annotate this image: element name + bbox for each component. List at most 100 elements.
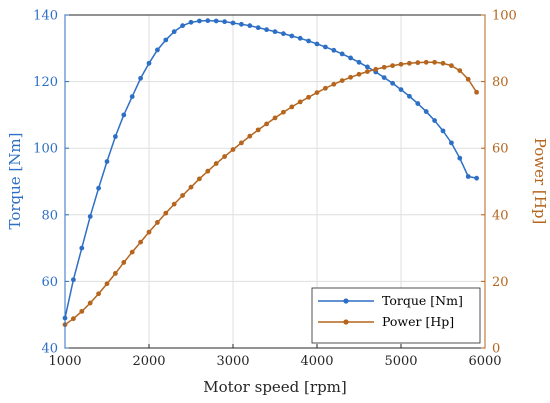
power-data-point (297, 99, 303, 105)
torque-data-point (297, 35, 303, 41)
legend-power-marker (343, 319, 349, 325)
power-data-point (255, 127, 261, 133)
torque-data-point (180, 23, 186, 29)
y-right-tick-label: 60 (492, 142, 509, 157)
power-data-point (339, 78, 345, 83)
torque-data-point (121, 112, 127, 118)
torque-data-point (96, 185, 101, 191)
torque-data-point (432, 118, 437, 123)
power-data-point (474, 89, 479, 95)
power-data-point (264, 121, 269, 127)
torque-data-point (197, 18, 202, 24)
power-data-point (205, 168, 211, 174)
x-tick-label: 6000 (468, 354, 501, 369)
torque-data-point (247, 23, 253, 29)
power-data-point (432, 59, 437, 65)
y-right-tick-label: 80 (492, 75, 509, 90)
power-data-point (323, 85, 328, 91)
power-data-point (457, 68, 463, 74)
power-data-point (331, 81, 337, 87)
power-data-point (407, 60, 412, 66)
torque-data-point (113, 134, 118, 139)
torque-data-point (356, 59, 362, 65)
x-tick-label: 2000 (132, 354, 165, 369)
torque-data-point (188, 19, 194, 25)
torque-data-point (339, 51, 345, 57)
torque-data-point (423, 109, 429, 114)
power-data-point (239, 140, 244, 146)
torque-data-point (71, 277, 76, 283)
power-data-point (171, 201, 177, 207)
y-right-tick-label: 0 (492, 342, 500, 357)
x-tick-label: 1000 (48, 354, 81, 369)
torque-data-point (457, 155, 463, 161)
y-left-tick-label: 60 (41, 275, 58, 290)
torque-data-point (381, 75, 387, 80)
power-data-point (465, 76, 471, 82)
torque-data-point (465, 174, 471, 179)
axes: 1000 2000 3000 4000 5000 6000 40 60 80 100 120 140 0… (33, 9, 517, 370)
legend: Torque [Nm] Power [Hp] (311, 287, 481, 344)
torque-data-point (104, 159, 110, 164)
power-data-point (373, 66, 379, 72)
power-data-point (365, 69, 370, 75)
power-data-point (247, 133, 253, 139)
torque-data-point (230, 20, 236, 26)
legend-power-label: Power [Hp] (382, 314, 454, 329)
legend-box (311, 287, 481, 344)
x-tick-label: 5000 (384, 354, 417, 369)
torque-data-point (390, 80, 395, 86)
power-data-point (230, 147, 236, 152)
power-data-point (121, 260, 127, 265)
torque-data-point (365, 64, 370, 70)
y-left-tick-label: 120 (33, 75, 58, 90)
torque-data-point (281, 31, 286, 37)
legend-torque-label: Torque [Nm] (382, 293, 463, 308)
y-left-tick-label: 40 (41, 342, 58, 357)
power-data-point (163, 210, 169, 216)
power-data-point (281, 109, 286, 115)
power-data-point (71, 316, 76, 322)
power-data-point (146, 229, 152, 235)
torque-data-point (449, 140, 454, 146)
power-data-point (222, 154, 228, 159)
torque-data-point (213, 18, 219, 24)
torque-data-point (289, 33, 295, 39)
power-data-point (87, 300, 93, 306)
power-data-point (415, 60, 421, 66)
torque-data-point (205, 18, 211, 24)
power-data-point (449, 63, 454, 69)
torque-data-point (129, 94, 135, 99)
power-data-point (96, 291, 101, 297)
power-data-point (197, 176, 202, 182)
power-data-point (348, 74, 353, 80)
y-left-tick-label: 80 (41, 208, 58, 223)
torque-data-point (87, 214, 93, 219)
power-data-point (398, 61, 404, 67)
torque-data-point (222, 19, 228, 25)
y-axis-right-label: Power [Hp] (531, 138, 549, 225)
x-tick-label: 4000 (300, 354, 333, 369)
torque-data-point (407, 93, 412, 99)
power-data-point (79, 308, 85, 314)
power-data-point (356, 71, 362, 77)
power-data-point (104, 281, 110, 287)
power-data-point (381, 64, 387, 70)
y-right-tick-label: 100 (492, 9, 517, 24)
power-data-point (129, 249, 135, 255)
torque-data-point (415, 101, 421, 106)
torque-data-point (239, 21, 244, 27)
y-axis-left-label: Torque [Nm] (6, 132, 24, 229)
torque-data-point (398, 87, 404, 92)
torque-data-point (314, 41, 320, 47)
power-data-point (138, 239, 144, 245)
torque-data-point (348, 55, 353, 61)
grid-lines (65, 15, 485, 348)
torque-data-point (323, 44, 328, 50)
x-tick-label: 3000 (216, 354, 249, 369)
power-data-point (306, 94, 311, 100)
power-data-point (314, 90, 320, 95)
torque-data-point (440, 128, 446, 134)
power-data-point (390, 63, 395, 69)
